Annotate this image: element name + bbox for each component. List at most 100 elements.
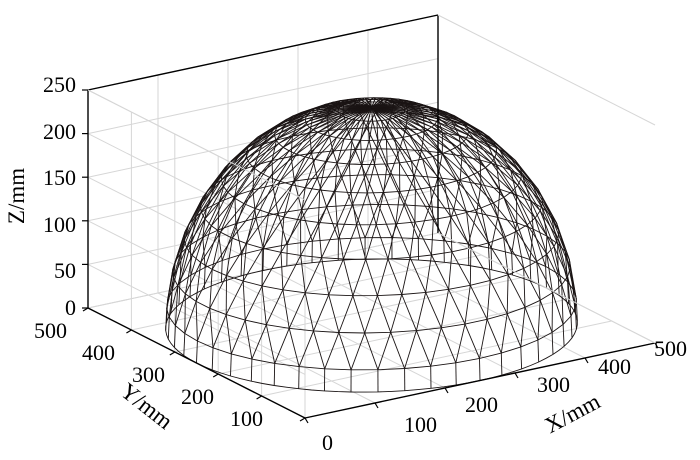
mesh-strut <box>260 147 284 174</box>
mesh-strut <box>225 280 244 315</box>
mesh-strut <box>443 184 452 217</box>
mesh-strut <box>477 172 494 204</box>
mesh-strut <box>262 248 264 271</box>
mesh-strut <box>269 150 290 178</box>
mesh-strut <box>288 131 318 152</box>
mesh-strut <box>350 164 363 193</box>
mesh-strut <box>282 289 290 329</box>
mesh-strut <box>436 121 469 136</box>
mesh-strut <box>217 201 220 231</box>
mesh-strut <box>171 252 182 292</box>
mesh-strut <box>342 224 358 260</box>
mesh-strut <box>334 163 350 192</box>
mesh-strut <box>557 238 571 269</box>
mesh-strut <box>496 151 522 180</box>
axis-edge <box>87 14 439 91</box>
mesh-strut <box>552 292 564 325</box>
mesh-strut <box>282 129 314 148</box>
mesh-strut <box>167 317 170 340</box>
mesh-strut <box>328 294 340 333</box>
mesh-strut <box>174 285 179 326</box>
mesh-strut <box>441 153 469 178</box>
mesh-strut <box>304 161 327 188</box>
mesh-strut <box>389 149 401 175</box>
mesh-strut <box>461 155 482 185</box>
mesh-strut <box>234 168 255 199</box>
mesh-strut <box>279 153 297 182</box>
mesh-strut <box>456 180 468 213</box>
mesh-strut <box>400 114 428 130</box>
mesh-strut <box>300 187 306 221</box>
mesh-strut <box>334 162 338 192</box>
mesh-strut <box>468 130 497 153</box>
mesh-strut <box>374 140 379 165</box>
mesh-strut <box>388 119 403 138</box>
mesh-strut <box>191 218 206 256</box>
mesh-strut <box>431 126 463 144</box>
mesh-strut <box>395 117 417 135</box>
mesh-strut <box>368 140 375 165</box>
mesh-strut <box>490 162 513 192</box>
mesh-strut <box>221 157 248 181</box>
mesh-strut <box>496 164 501 190</box>
mesh-strut <box>448 289 466 325</box>
mesh-strut <box>574 307 577 330</box>
mesh-strut <box>479 319 488 359</box>
mesh-strut <box>305 112 339 123</box>
mesh-strut <box>506 313 522 348</box>
mesh-strut <box>553 246 569 277</box>
mesh-strut <box>209 275 227 309</box>
mesh-strut <box>275 121 306 140</box>
mesh-strut <box>183 333 186 356</box>
mesh-strut <box>511 253 513 276</box>
mesh-strut <box>244 320 253 360</box>
mesh-strut <box>491 162 518 186</box>
mesh-strut <box>415 189 434 220</box>
mesh-strut <box>480 207 504 238</box>
y-tick-label: 300 <box>132 362 165 387</box>
mesh-strut <box>431 219 434 256</box>
mesh-strut <box>521 172 543 204</box>
mesh-strut <box>429 107 455 116</box>
mesh-strut <box>485 167 505 198</box>
mesh-strut <box>313 330 326 369</box>
mesh-strut <box>537 300 541 341</box>
mesh-strut <box>298 330 314 367</box>
mesh-strut <box>516 231 525 269</box>
mesh-strut <box>371 99 380 108</box>
mesh-strut <box>218 176 227 203</box>
mesh-strut <box>291 156 306 185</box>
mesh-strut <box>520 178 543 204</box>
mesh-strut <box>319 162 338 191</box>
mesh-strut <box>403 175 415 206</box>
mesh-strut <box>364 295 378 334</box>
mesh-strut <box>321 257 330 295</box>
mesh-strut <box>212 314 227 348</box>
mesh-strut <box>262 216 285 249</box>
mesh-strut <box>443 208 455 241</box>
mesh-strut <box>226 243 247 276</box>
mesh-strut <box>520 346 523 369</box>
grid-line <box>218 298 569 375</box>
mesh-strut <box>200 179 222 213</box>
mesh-strut <box>255 184 274 219</box>
mesh-layer <box>165 97 578 393</box>
mesh-strut <box>432 156 458 182</box>
mesh-strut <box>429 187 434 220</box>
mesh-strut <box>210 192 229 226</box>
mesh-strut <box>425 292 442 328</box>
mesh-strut <box>336 192 352 225</box>
mesh-strut <box>261 285 267 325</box>
mesh-strut <box>450 216 472 248</box>
mesh-strut <box>490 217 499 249</box>
mesh-strut <box>511 191 536 219</box>
mesh-strut <box>356 192 368 225</box>
mesh-strut <box>326 206 339 240</box>
mesh-strut <box>348 140 362 165</box>
mesh-strut <box>459 155 463 181</box>
mesh-strut <box>567 281 570 304</box>
mesh-strut <box>261 252 282 287</box>
mesh-strut <box>376 258 389 296</box>
mesh-strut <box>409 222 416 258</box>
mesh-strut <box>367 107 372 122</box>
